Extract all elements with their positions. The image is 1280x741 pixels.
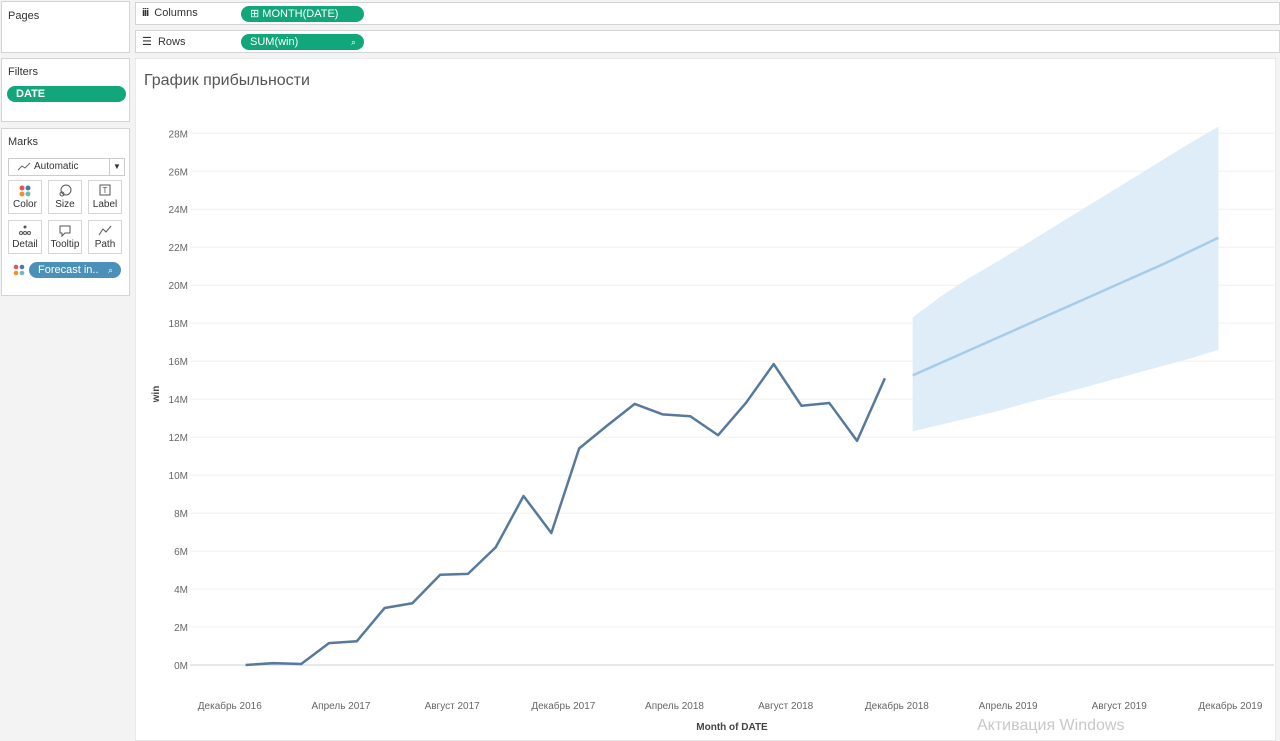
mark-button[interactable]: Size [48, 180, 82, 214]
mark-button[interactable]: Path [88, 220, 122, 254]
columns-label-text: Columns [154, 7, 198, 19]
mark-button-label: Path [94, 239, 116, 250]
columns-pill-text: MONTH(DATE) [262, 8, 339, 20]
button-icon [59, 184, 72, 197]
y-tick-label: 24M [169, 205, 188, 216]
forecast-pill-text: Forecast in.. [38, 264, 99, 276]
marks-label: Marks [8, 136, 38, 148]
columns-shelf: iii Columns ⊞ MONTH(DATE) [135, 2, 1280, 25]
y-tick-label: 14M [169, 395, 188, 406]
mark-button-label: Tooltip [50, 239, 80, 250]
rows-shelf: ☰ Rows SUM(win) ⌕ [135, 30, 1280, 53]
y-tick-label: 16M [169, 357, 188, 368]
color-icon [13, 264, 25, 276]
button-icon [19, 225, 31, 235]
y-tick-label: 10M [169, 471, 188, 482]
x-tick-label: Декабрь 2016 [198, 700, 262, 712]
rows-label: ☰ Rows [142, 36, 186, 48]
dropdown-arrow: ▼ [109, 159, 124, 175]
y-tick-label: 28M [169, 129, 188, 140]
mark-button[interactable]: Color [8, 180, 42, 214]
line-icon [17, 162, 31, 171]
pages-panel: Pages [1, 1, 130, 53]
y-tick-label: 0M [174, 661, 188, 672]
windows-watermark: Активация Windows [977, 717, 1125, 734]
x-tick-label: Август 2017 [425, 701, 481, 712]
y-tick-label: 2M [174, 623, 188, 634]
pages-label: Pages [8, 10, 40, 22]
mark-button[interactable]: T Label [88, 180, 122, 214]
x-tick-label: Апрель 2018 [645, 701, 704, 712]
button-icon [19, 185, 31, 197]
mark-type-dropdown[interactable]: Automatic ▼ [8, 158, 125, 176]
mark-button[interactable]: Tooltip [48, 220, 82, 254]
x-tick-label: Апрель 2017 [311, 701, 370, 712]
mark-type: Automatic [34, 161, 79, 172]
filter-pill[interactable]: DATE [7, 86, 126, 102]
columns-label: iii Columns [142, 7, 198, 19]
button-icon: T [99, 184, 111, 196]
y-tick-label: 22M [169, 243, 188, 254]
forecast-band [912, 126, 1219, 432]
y-tick-label: 20M [169, 281, 188, 292]
svg-text:T: T [103, 186, 108, 195]
forecast-line [912, 236, 1219, 377]
forecast-pill[interactable]: Forecast in.. ⌕ [29, 262, 121, 278]
mark-button-label: Detail [12, 239, 38, 250]
x-tick-label: Август 2019 [1092, 701, 1148, 712]
x-tick-label: Апрель 2019 [979, 701, 1038, 712]
button-icon [59, 225, 71, 238]
mark-button-label: Label [92, 199, 118, 210]
data-line [245, 362, 887, 667]
x-tick-label: Декабрь 2017 [531, 700, 595, 712]
mark-button-label: Color [13, 199, 37, 210]
y-tick-label: 18M [169, 319, 188, 330]
marks-panel: Marks Automatic ▼ Color Size T Label Detail T… [1, 128, 130, 296]
x-axis-title: Month of DATE [696, 722, 768, 733]
x-tick-label: Август 2018 [758, 701, 814, 712]
y-axis-title: win [151, 386, 162, 404]
x-tick-label: Декабрь 2019 [1198, 700, 1262, 712]
rows-label-text: Rows [157, 36, 186, 48]
pill-icon: ⌕ [107, 265, 113, 275]
button-icon [98, 225, 112, 236]
rows-pill[interactable]: SUM(win) ⌕ [241, 34, 364, 50]
filters-label: Filters [8, 66, 38, 78]
y-tick-label: 8M [174, 509, 188, 520]
mark-button-label: Size [55, 199, 75, 210]
columns-pill[interactable]: ⊞ MONTH(DATE) [241, 6, 364, 22]
y-tick-label: 6M [174, 547, 188, 558]
pill-icon: ⌕ [350, 37, 356, 47]
y-tick-label: 12M [169, 433, 188, 444]
chart: График прибыльности Month of DATE win 0M… [135, 58, 1276, 741]
x-tick-label: Декабрь 2018 [865, 700, 929, 712]
chart-title: График прибыльности [144, 72, 310, 89]
y-tick-label: 4M [174, 585, 188, 596]
mark-button[interactable]: Detail [8, 220, 42, 254]
filters-panel: Filters DATE [1, 58, 130, 122]
y-tick-label: 26M [169, 167, 188, 178]
rows-pill-text: SUM(win) [250, 36, 299, 48]
